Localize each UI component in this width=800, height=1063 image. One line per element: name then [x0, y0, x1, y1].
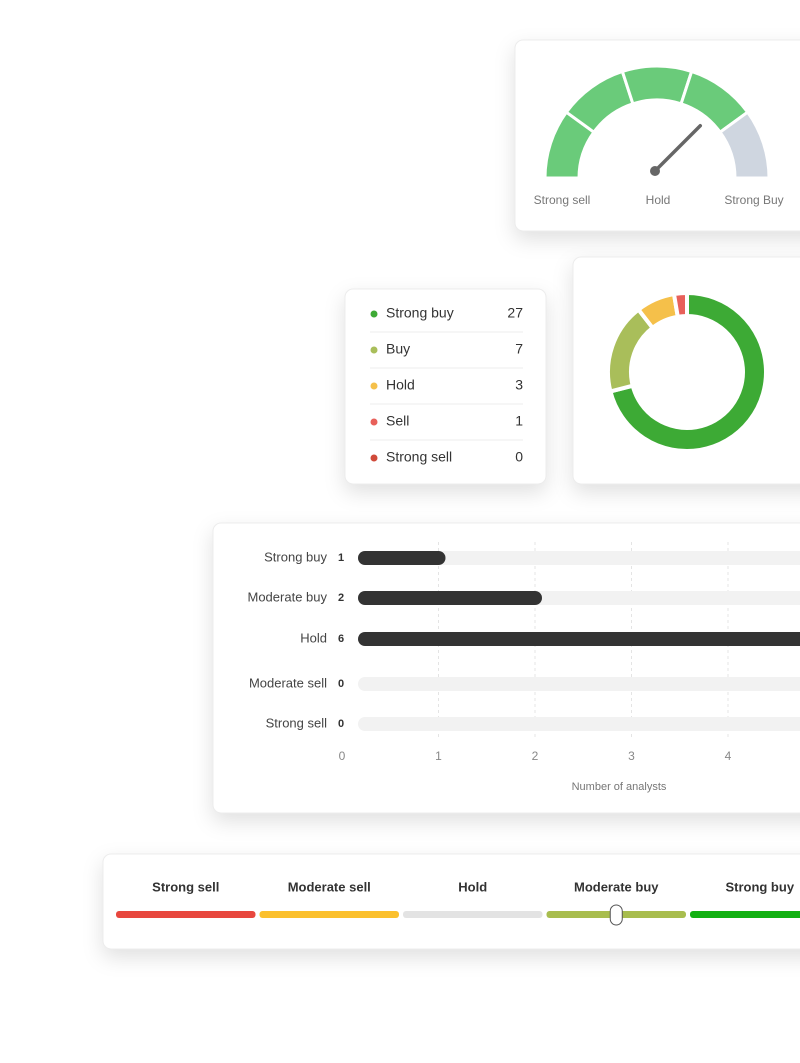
legend-label: Sell: [386, 413, 409, 429]
scale-card: [102, 853, 800, 950]
donut-segment: [671, 290, 689, 320]
legend-value: 1: [515, 413, 523, 429]
legend-value: 0: [515, 449, 523, 465]
x-tick-label: 1: [435, 749, 442, 763]
scale-label: Strong sell: [152, 879, 219, 894]
legend-label: Buy: [386, 341, 410, 357]
bar-card: [212, 522, 800, 814]
gauge-needle: [653, 123, 703, 173]
legend-dot: [370, 346, 378, 354]
legend-card: [344, 288, 547, 485]
scale-knob: [609, 904, 623, 926]
legend-dot: [370, 310, 378, 318]
legend-value: 7: [515, 341, 523, 357]
gauge-label: Hold: [646, 193, 671, 207]
scale-segment: [403, 911, 543, 918]
bar-track: [358, 717, 800, 731]
scale-label: Hold: [458, 879, 487, 894]
x-axis-label: Number of analysts: [572, 781, 667, 793]
scale-segment: [116, 911, 256, 918]
bar-track: [358, 677, 800, 691]
gauge-label: Strong sell: [534, 193, 591, 207]
scale-label: Moderate sell: [288, 879, 371, 894]
bar: [358, 551, 446, 565]
gauge-card: [514, 39, 800, 232]
donut-segment: [607, 290, 768, 453]
value-label: 0: [338, 678, 344, 690]
gauge-label: Strong Buy: [724, 193, 783, 207]
legend-label: Strong buy: [386, 305, 454, 321]
y-category-label: Strong buy: [264, 549, 327, 564]
legend-dot: [370, 382, 378, 390]
value-label: 2: [338, 592, 344, 604]
bar-track: [358, 551, 800, 565]
value-label: 0: [338, 718, 344, 730]
value-label: 6: [338, 633, 344, 645]
legend-value: 27: [507, 305, 523, 321]
x-tick-label: 4: [725, 749, 732, 763]
gauge-hub: [650, 166, 660, 176]
y-category-label: Moderate sell: [249, 675, 327, 690]
y-category-label: Strong sell: [266, 715, 328, 730]
x-tick-label: 0: [339, 749, 346, 763]
y-category-label: Moderate buy: [248, 589, 328, 604]
legend-value: 3: [515, 377, 523, 393]
gauge-segment: [620, 64, 694, 106]
bar: [358, 591, 542, 605]
bar: [358, 632, 800, 646]
x-tick-label: 3: [628, 749, 635, 763]
x-tick-label: 2: [532, 749, 539, 763]
legend-label: Hold: [386, 377, 415, 393]
y-category-label: Hold: [300, 630, 327, 645]
legend-dot: [370, 454, 378, 462]
scale-segment: [690, 911, 800, 918]
legend-label: Strong sell: [386, 449, 452, 465]
scale-segment: [259, 911, 399, 918]
value-label: 1: [338, 552, 344, 564]
scale-label: Strong buy: [725, 879, 794, 894]
gauge-segment: [718, 110, 771, 180]
scale-label: Moderate buy: [574, 879, 659, 894]
legend-dot: [370, 418, 378, 426]
